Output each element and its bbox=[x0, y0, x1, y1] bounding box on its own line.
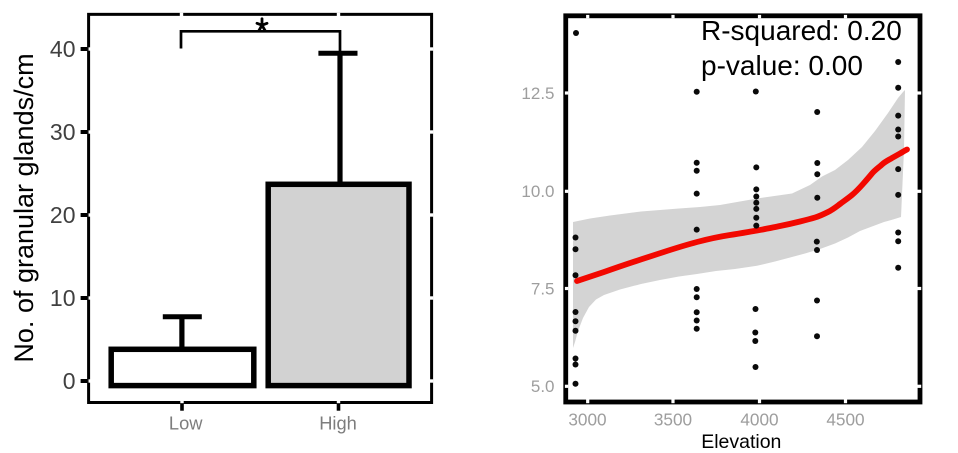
svg-text:5.0: 5.0 bbox=[531, 377, 555, 396]
svg-text:40: 40 bbox=[50, 36, 76, 62]
svg-text:30: 30 bbox=[50, 119, 76, 145]
svg-text:No. of granular glands/cm: No. of granular glands/cm bbox=[9, 53, 39, 362]
svg-text:Low: Low bbox=[169, 412, 203, 433]
svg-text:4500: 4500 bbox=[826, 410, 864, 430]
svg-text:0: 0 bbox=[63, 368, 76, 394]
svg-text:High: High bbox=[319, 412, 357, 433]
svg-text:3000: 3000 bbox=[568, 410, 606, 430]
svg-text:10: 10 bbox=[50, 285, 76, 311]
svg-text:4000: 4000 bbox=[740, 410, 778, 430]
svg-text:12.5: 12.5 bbox=[521, 84, 554, 103]
svg-text:3500: 3500 bbox=[654, 410, 692, 430]
svg-text:R-squared: 0.20: R-squared: 0.20 bbox=[701, 15, 902, 46]
svg-text:7.5: 7.5 bbox=[531, 279, 555, 298]
svg-text:Elevation: Elevation bbox=[701, 431, 781, 453]
svg-text:p-value: 0.00: p-value: 0.00 bbox=[701, 50, 863, 81]
svg-text:10.0: 10.0 bbox=[521, 182, 554, 201]
svg-text:20: 20 bbox=[50, 202, 76, 228]
